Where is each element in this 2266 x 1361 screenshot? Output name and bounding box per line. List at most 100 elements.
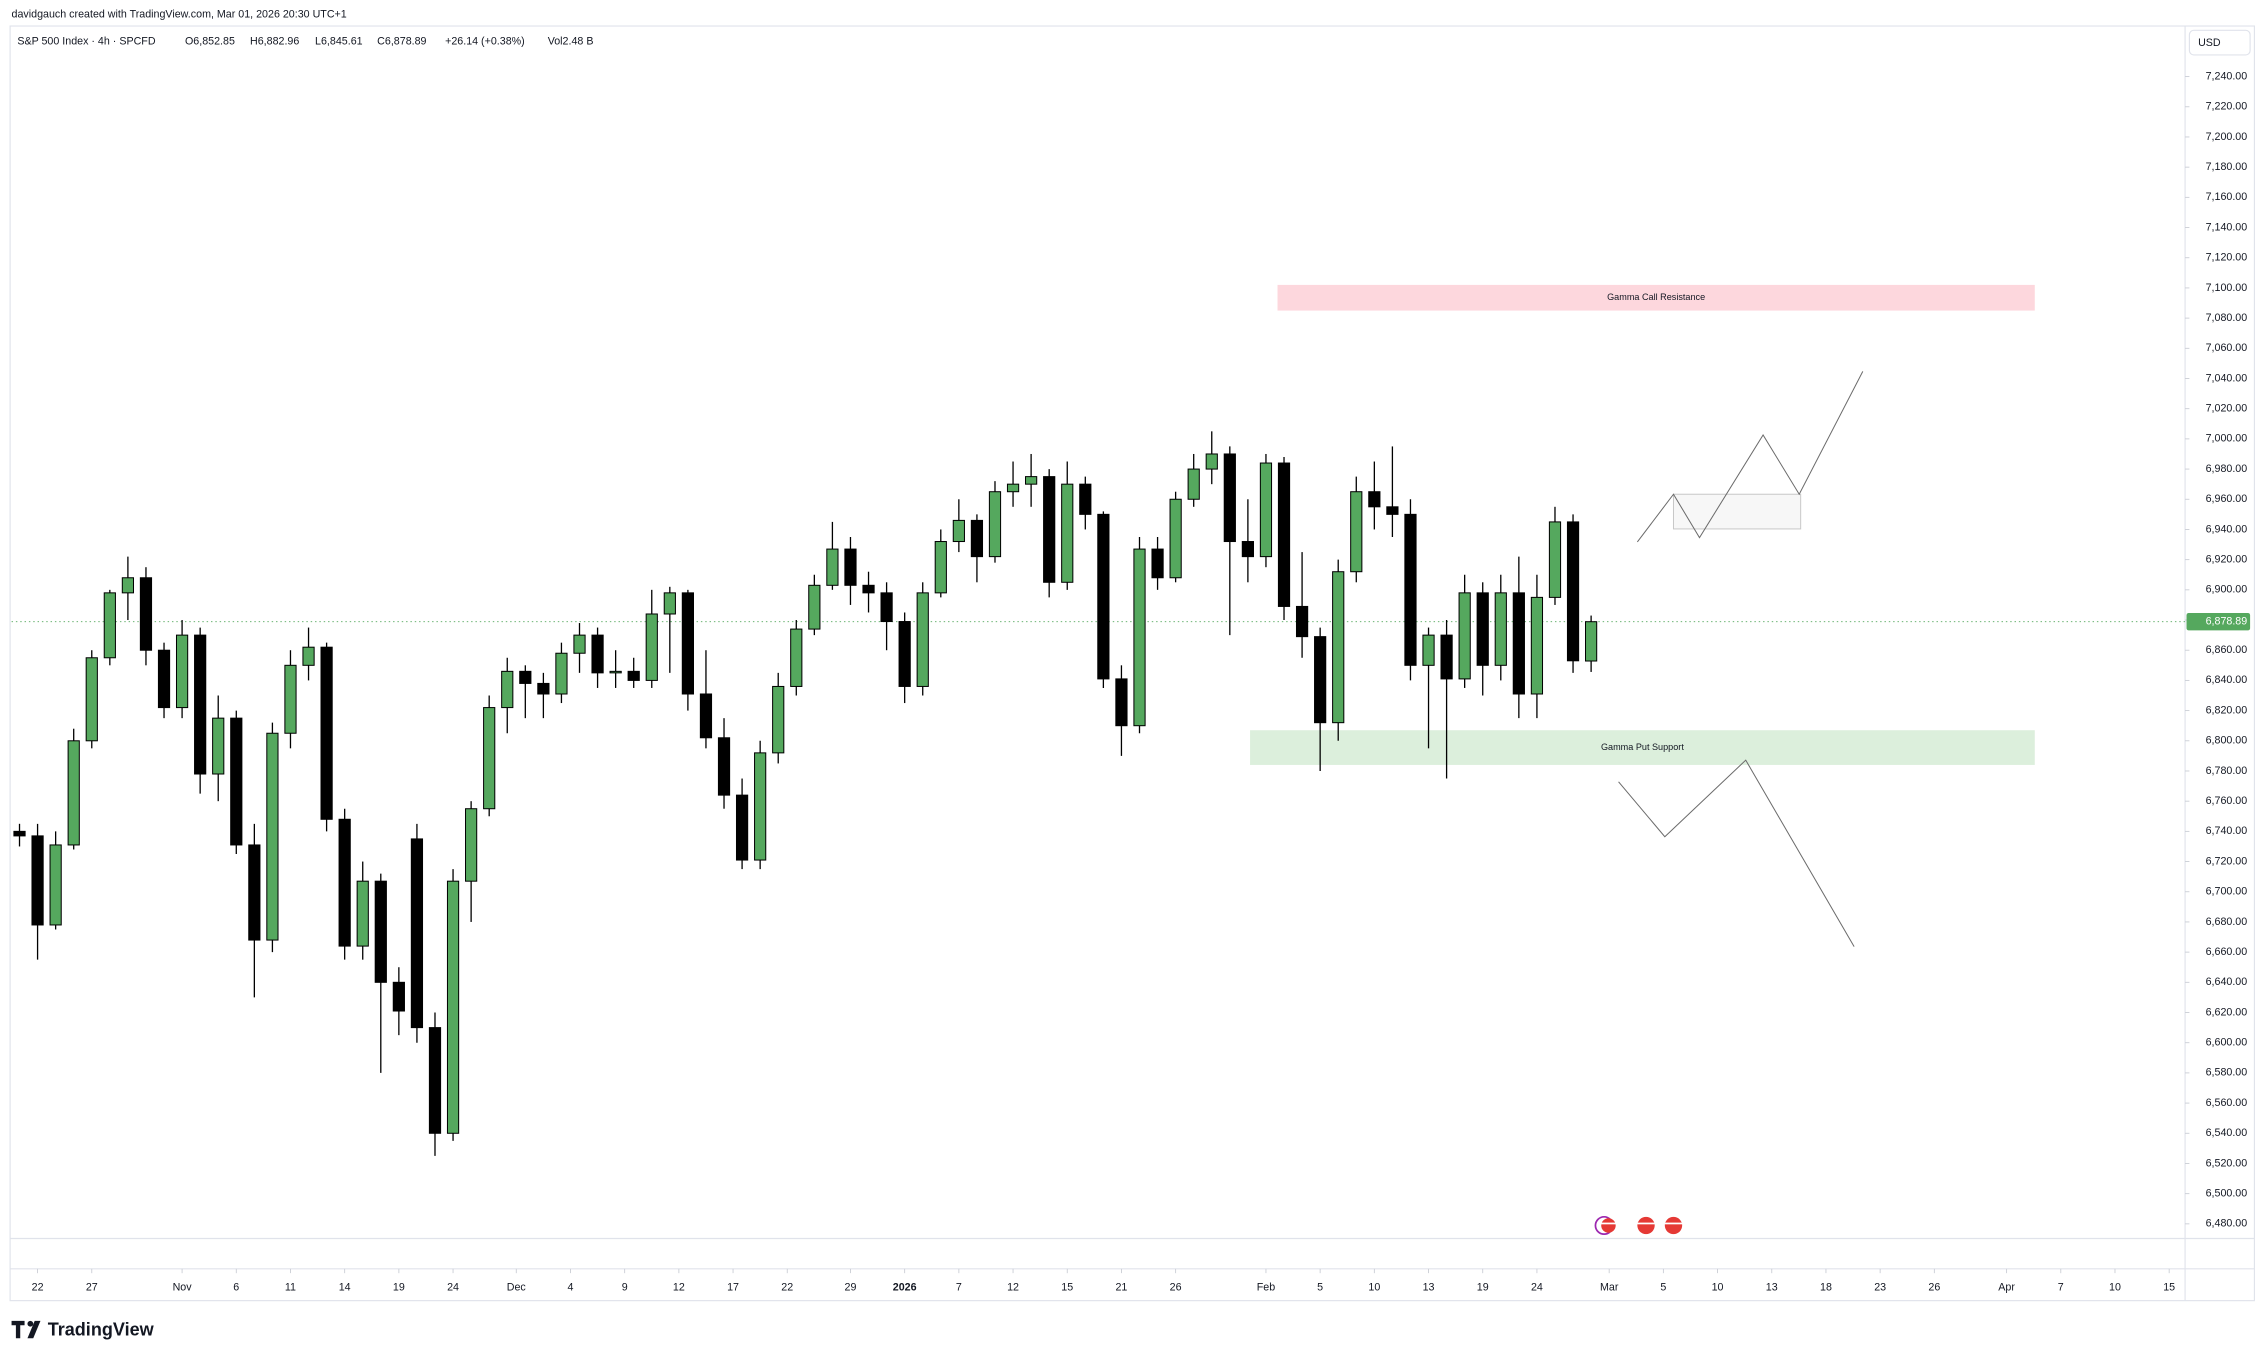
event-icon[interactable] (1637, 1216, 1655, 1235)
y-tick-label: 6,660.00 (2206, 946, 2248, 958)
symbol: S&P 500 Index · 4h · SPCFD (17, 36, 155, 48)
candle-body (1061, 483, 1074, 583)
candle-body (699, 693, 713, 739)
candle-body (952, 519, 965, 543)
zone (1277, 284, 2035, 311)
candle-body (1386, 506, 1399, 515)
event-icon[interactable] (1664, 1216, 1683, 1235)
last-price-box (2186, 613, 2251, 631)
candle-body (501, 670, 514, 709)
x-tick-label: 19 (1477, 1281, 1489, 1293)
x-tick-label: 13 (1766, 1281, 1778, 1293)
candle-body (483, 707, 496, 810)
x-tick-label: 15 (2163, 1281, 2175, 1293)
candle-body (1368, 491, 1381, 508)
y-tick-label: 6,820.00 (2206, 704, 2248, 716)
candle-body (194, 634, 207, 775)
last-price-label: 6,878.89 (2206, 616, 2248, 628)
candle-body (103, 592, 116, 659)
logo-mark (27, 1320, 34, 1327)
candle-body (537, 682, 550, 695)
y-tick-label: 7,160.00 (2206, 191, 2248, 203)
y-tick-label: 7,080.00 (2206, 312, 2248, 324)
currency-box[interactable] (2188, 29, 2251, 56)
y-tick-label: 7,100.00 (2206, 282, 2248, 294)
candle-body (1043, 476, 1056, 583)
candle-body (681, 592, 694, 695)
candle-body (139, 577, 153, 651)
y-tick-label: 7,180.00 (2206, 161, 2248, 173)
ohlc-close: C6,878.89 (377, 36, 426, 48)
y-tick-label: 6,980.00 (2206, 463, 2248, 475)
y-tick-label: 6,640.00 (2206, 976, 2248, 988)
candle-body (1277, 462, 1291, 607)
y-tick-label: 6,900.00 (2206, 584, 2248, 596)
candle-body (627, 670, 640, 681)
y-tick-label: 6,940.00 (2206, 523, 2248, 535)
candle-body (916, 592, 929, 687)
candle-body (1205, 453, 1218, 470)
candle-body (392, 981, 405, 1012)
y-tick-label: 6,840.00 (2206, 674, 2248, 686)
candle-body (735, 794, 749, 861)
zone-label: Gamma Put Support (1601, 742, 1684, 752)
x-tick-label: Mar (1600, 1281, 1619, 1293)
y-tick-label: 6,620.00 (2206, 1006, 2248, 1018)
candle-body (573, 634, 586, 654)
candle-body (1548, 521, 1562, 598)
candle-body (446, 880, 460, 1134)
x-tick-label: 18 (1820, 1281, 1832, 1293)
x-tick-label: 24 (447, 1281, 459, 1293)
currency[interactable]: USD (2198, 37, 2221, 49)
y-tick-label: 7,020.00 (2206, 403, 2248, 415)
candle-body (1115, 678, 1128, 727)
credit: davidgauch created with TradingView.com,… (12, 8, 347, 20)
y-tick-label: 6,800.00 (2206, 735, 2248, 747)
candle-body (1440, 634, 1453, 680)
candle-body (212, 717, 225, 775)
y-tick-label: 6,760.00 (2206, 795, 2248, 807)
candle-body (970, 519, 984, 558)
y-tick-label: 6,680.00 (2206, 916, 2248, 928)
flag-stripe (1599, 1222, 1618, 1225)
y-tick-label: 6,740.00 (2206, 825, 2248, 837)
candle-body (1169, 498, 1182, 579)
x-tick-label: 9 (622, 1281, 628, 1293)
zone (1250, 730, 2035, 765)
y-tick-label: 7,060.00 (2206, 342, 2248, 354)
x-tick-label: 19 (393, 1281, 405, 1293)
x-tick-label: 24 (1531, 1281, 1543, 1293)
candle-body (284, 664, 297, 734)
x-tick-label: Dec (507, 1281, 527, 1293)
zone-label: Gamma Call Resistance (1607, 292, 1705, 302)
x-tick-label: 5 (1660, 1281, 1666, 1293)
x-tick-label: 15 (1061, 1281, 1073, 1293)
candle-body (862, 584, 875, 594)
y-tick-label: 6,480.00 (2206, 1218, 2248, 1230)
brand-logo (11, 1320, 41, 1339)
candle-body (934, 541, 947, 594)
y-tick-label: 6,920.00 (2206, 553, 2248, 565)
candle-body (988, 491, 1002, 558)
candle-body (754, 752, 767, 861)
ohlc-high: H6,882.96 (250, 36, 299, 48)
y-tick-label: 6,960.00 (2206, 493, 2248, 505)
candle-body (880, 592, 893, 623)
x-tick-label: 21 (1115, 1281, 1127, 1293)
x-tick-label: 17 (727, 1281, 739, 1293)
candle-body (1494, 592, 1507, 666)
candle-body (374, 880, 387, 983)
x-tick-label: 22 (781, 1281, 793, 1293)
x-tick-label: 14 (339, 1281, 351, 1293)
y-tick-label: 6,580.00 (2206, 1067, 2248, 1079)
candle-body (808, 584, 821, 630)
x-tick-label: 26 (1928, 1281, 1940, 1293)
candle-body (645, 613, 658, 681)
candle-body (772, 685, 785, 754)
candle-body (1530, 596, 1544, 695)
plot-area: 6,480.00 6,500.00 6,520.00 6,540.00 6,560.00… (11, 70, 2251, 1293)
event-icon[interactable] (1601, 1218, 1616, 1233)
